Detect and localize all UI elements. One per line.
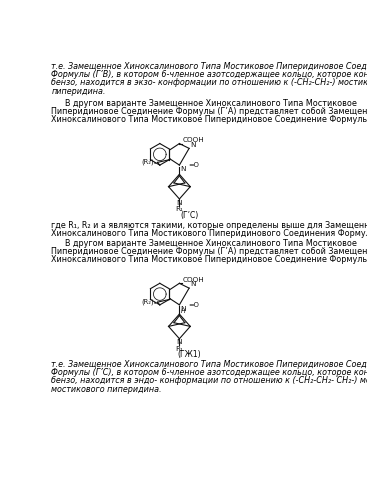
Text: =O: =O — [189, 302, 200, 308]
Text: т.е. Замещенное Хиноксалинового Типа Мостиковое Пиперидиновое Соединение: т.е. Замещенное Хиноксалинового Типа Мос… — [51, 62, 367, 72]
Text: В другом варианте Замещенное Хиноксалинового Типа Мостиковое: В другом варианте Замещенное Хиноксалино… — [65, 100, 357, 108]
Text: COOH: COOH — [182, 276, 204, 282]
Text: N: N — [177, 200, 182, 205]
Text: =O: =O — [189, 162, 200, 168]
Text: т.е. Замещенное Хиноксалинового Типа Мостиковое Пиперидиновое Соединение: т.е. Замещенное Хиноксалинового Типа Мос… — [51, 360, 367, 370]
Text: Хиноксалинового Типа Мостиковое Пиперидиновое Соединение Формулы (Г’Ж1):: Хиноксалинового Типа Мостиковое Пипериди… — [51, 255, 367, 264]
Text: R₁: R₁ — [175, 346, 184, 352]
Text: N: N — [190, 282, 196, 288]
Text: Пиперидиновое Соединение Формулы (Г’А) представляет собой Замещенное: Пиперидиновое Соединение Формулы (Г’А) п… — [51, 247, 367, 256]
Text: пиперидина.: пиперидина. — [51, 86, 106, 96]
Text: (Г’С): (Г’С) — [180, 210, 199, 220]
Text: бензо, находится в эндо- конформации по отношению к (-CH₂-CH₂- CH₂-) мостику: бензо, находится в эндо- конформации по … — [51, 376, 367, 386]
Text: COOH: COOH — [182, 137, 204, 143]
Text: В другом варианте Замещенное Хиноксалинового Типа Мостиковое: В другом варианте Замещенное Хиноксалино… — [65, 239, 357, 248]
Text: N: N — [181, 306, 186, 312]
Text: (R₂)ₐ: (R₂)ₐ — [141, 298, 157, 304]
Text: Хиноксалинового Типа Мостикового Пиперидинового Соединения Формулы (Г’).: Хиноксалинового Типа Мостикового Пиперид… — [51, 228, 367, 237]
Text: N: N — [181, 166, 186, 172]
Text: Пиперидиновое Соединение Формулы (Г’А) представляет собой Замещенное: Пиперидиновое Соединение Формулы (Г’А) п… — [51, 108, 367, 116]
Text: Формулы (Г’В), в котором 6-членное азотсодержащее кольцо, которое конденсировано: Формулы (Г’В), в котором 6-членное азотс… — [51, 70, 367, 80]
Text: бензо, находится в экзо- конформации по отношению к (-CH₂-CH₂-) мостику мостиков: бензо, находится в экзо- конформации по … — [51, 78, 367, 88]
Text: (R₂)ₐ: (R₂)ₐ — [141, 158, 157, 165]
Text: R₁: R₁ — [175, 206, 184, 212]
Text: Формулы (Г’С), в котором 6-членное азотсодержащее кольцо, которое конденсировано: Формулы (Г’С), в котором 6-членное азотс… — [51, 368, 367, 378]
Text: (ГЖ1): (ГЖ1) — [177, 350, 201, 360]
Text: мостикового пиперидина.: мостикового пиперидина. — [51, 384, 162, 394]
Text: Хиноксалинового Типа Мостиковое Пиперидиновое Соединение Формулы (Г’С):: Хиноксалинового Типа Мостиковое Пипериди… — [51, 116, 367, 124]
Text: N: N — [177, 340, 182, 345]
Text: где R₁, R₂ и a являются такими, которые определены выше для Замещенного: где R₁, R₂ и a являются такими, которые … — [51, 220, 367, 230]
Text: H: H — [181, 308, 186, 314]
Text: N: N — [190, 142, 196, 148]
